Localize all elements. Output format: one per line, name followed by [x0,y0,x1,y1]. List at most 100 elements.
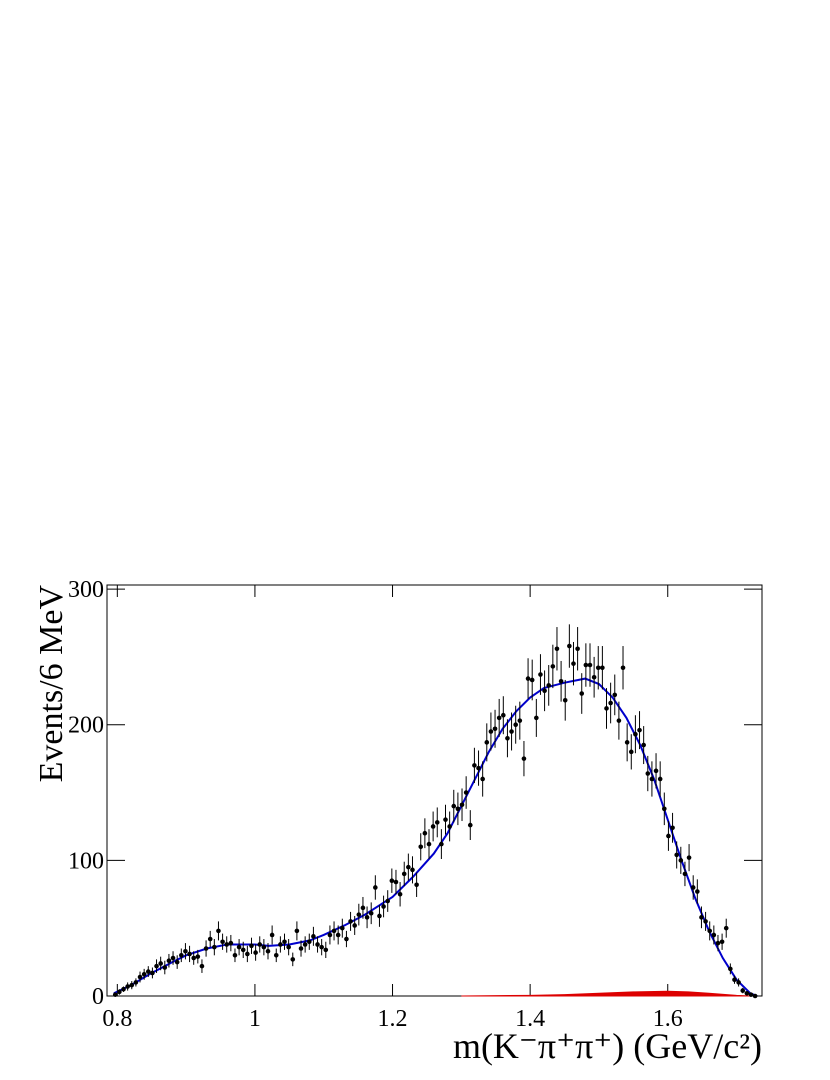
data-point [315,942,320,947]
data-point [554,646,560,652]
data-point [736,980,741,985]
data-point [509,729,514,734]
data-point [616,718,622,723]
data-point [207,936,213,942]
data-point [707,928,713,934]
data-point [414,882,419,888]
data-point [439,841,444,847]
data-point [604,706,609,711]
data-point [711,932,717,938]
data-point [224,942,230,947]
data-point [352,923,357,928]
data-point [591,674,597,680]
data-point [373,885,378,890]
data-point [443,817,448,822]
data-point [657,776,663,782]
data-point [203,946,209,951]
data-point [327,932,333,938]
data-point [608,700,613,706]
data-point [294,928,300,934]
data-point [666,833,671,839]
data-point [137,974,143,980]
data-point [595,665,601,671]
data-point [624,740,630,745]
data-point [538,672,543,677]
data-point [562,697,568,703]
data-point [154,963,159,969]
data-point [728,966,733,972]
data-point [732,977,737,983]
y-tick-label: 0 [92,984,104,1010]
data-point [311,934,316,939]
data-point [529,677,535,683]
data-point [455,806,461,812]
data-point [695,889,700,894]
data-point [426,841,432,847]
data-point [463,790,469,795]
data-point [249,943,254,949]
data-point [501,712,506,718]
data-point [558,679,564,684]
data-point [344,936,349,942]
data-point [183,948,188,954]
data-point [703,919,708,924]
data-point [480,776,485,782]
data-point [525,676,531,681]
data-point [459,802,465,808]
data-point [179,953,184,958]
data-point [628,749,634,755]
data-point [542,688,547,694]
data-point [282,939,287,945]
data-point [269,932,275,938]
data-point [513,722,518,728]
data-point [715,940,721,946]
data-point [323,947,329,953]
data-point [744,990,750,996]
y-tick-label: 100 [68,848,104,874]
data-point [381,904,386,909]
data-point [550,664,556,669]
data-point [422,830,428,836]
data-point [265,948,271,954]
data-point [364,915,370,920]
data-point [517,718,523,723]
data-point [620,665,626,671]
data-point [261,944,267,950]
data-point [678,858,684,863]
data-point [278,942,283,947]
data-point [397,891,403,897]
data-point [170,955,176,961]
data-point [612,692,618,698]
background-area [461,990,751,997]
data-point [236,944,242,950]
data-point [133,980,139,985]
data-point [340,925,345,931]
data-point [199,963,205,969]
data-point [335,932,341,938]
data-point [567,643,572,649]
data-point [587,662,593,668]
data-point [674,852,679,858]
data-point [191,955,196,961]
data-point [752,993,758,999]
data-point [166,958,172,964]
x-tick-label: 1.2 [378,1006,408,1032]
data-point [686,855,692,860]
data-point [331,928,337,934]
data-point [302,942,308,947]
data-point [690,885,696,890]
data-point [662,806,667,812]
data-point [141,971,147,977]
data-point [670,825,675,831]
data-point [546,683,552,688]
data-point [162,965,168,970]
data-point [496,715,502,721]
data-point [257,942,263,947]
data-point [410,867,415,873]
data-point [112,992,118,997]
data-point [121,986,126,992]
data-point [286,944,291,950]
data-point [125,984,130,989]
